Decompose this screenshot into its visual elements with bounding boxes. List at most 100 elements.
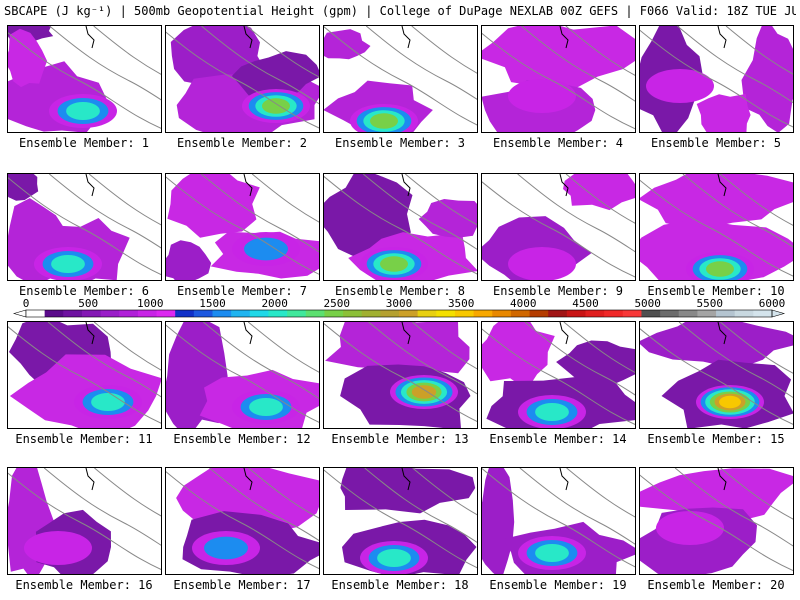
cape-core <box>706 261 734 277</box>
colorbar-border <box>25 309 773 318</box>
height-contour <box>209 468 319 542</box>
height-contour <box>640 29 793 128</box>
cape-field <box>640 468 793 574</box>
cape-core <box>535 544 569 562</box>
coastline <box>717 322 727 345</box>
colorbar-min-arrow <box>12 309 27 318</box>
colorbar-tick-label: 0 <box>22 297 30 310</box>
colorbar-segment <box>100 310 120 317</box>
colorbar-segment <box>566 310 586 317</box>
cape-field <box>482 26 635 132</box>
cape-area <box>482 468 515 574</box>
height-contour <box>566 468 635 518</box>
height-contour <box>720 468 793 520</box>
colorbar-segment <box>753 310 773 317</box>
cape-core <box>377 549 411 567</box>
colorbar-tick-label: 3000 <box>385 297 413 310</box>
ensemble-member-label: Ensemble Member: 6 <box>18 284 150 298</box>
cape-field <box>166 468 319 574</box>
colorbar-segment <box>175 310 195 317</box>
cape-core <box>51 255 85 273</box>
height-contour <box>521 26 635 102</box>
height-contour <box>482 181 635 278</box>
colorbar-segment <box>529 310 549 317</box>
height-contour <box>565 26 635 76</box>
cape-field <box>482 468 635 574</box>
ensemble-member-map <box>165 25 320 133</box>
height-contour <box>682 174 793 248</box>
height-contour <box>524 322 635 396</box>
height-contour <box>411 322 477 370</box>
coastline <box>243 322 253 345</box>
height-contour <box>482 468 635 568</box>
cape-area <box>340 468 476 514</box>
coastline <box>243 468 253 491</box>
cape-field <box>324 322 477 428</box>
height-contour <box>251 174 319 223</box>
ensemble-member-map <box>639 173 794 281</box>
height-contour <box>720 322 793 374</box>
colorbar-segment <box>193 310 213 317</box>
colorbar-segment <box>44 310 64 317</box>
colorbar-max-arrow <box>771 309 786 318</box>
cape-area <box>640 174 793 231</box>
ensemble-member-map <box>481 25 636 133</box>
colorbar-segment <box>548 310 568 317</box>
cape-field <box>324 26 477 132</box>
colorbar-segment <box>660 310 680 317</box>
cape-core <box>508 79 576 113</box>
colorbar-segment <box>716 310 736 317</box>
height-contour <box>565 174 635 224</box>
height-contour <box>719 174 793 226</box>
ensemble-member-label: Ensemble Member: 12 <box>173 432 311 446</box>
colorbar-tick-label: 500 <box>78 297 99 310</box>
colorbar-segment <box>81 310 102 317</box>
ensemble-member-map <box>7 173 162 281</box>
cape-core <box>91 393 125 411</box>
cape-core <box>370 113 398 129</box>
height-contour <box>324 469 477 569</box>
cape-area <box>563 174 635 211</box>
ensemble-member-label: Ensemble Member: 19 <box>489 578 627 592</box>
ensemble-member-map <box>639 25 794 133</box>
coastline <box>85 174 95 197</box>
cape-area <box>166 240 212 280</box>
coastline <box>401 322 411 345</box>
ensemble-member-map <box>323 173 478 281</box>
colorbar-tick-label: 5000 <box>634 297 661 310</box>
cape-core <box>719 395 741 409</box>
colorbar-segment <box>268 310 288 317</box>
colorbar-tick-label: 2500 <box>323 297 351 310</box>
height-contour <box>8 326 161 424</box>
colorbar-segment <box>454 310 475 317</box>
height-contour <box>324 175 477 275</box>
colorbar-segment <box>305 310 325 317</box>
height-contour <box>202 322 319 400</box>
height-contour <box>640 179 793 277</box>
cape-area <box>640 218 793 280</box>
ensemble-member-label: Ensemble Member: 9 <box>492 284 624 298</box>
cape-field <box>8 468 161 574</box>
height-contour <box>365 26 477 100</box>
height-contour <box>246 26 319 78</box>
ensemble-member-label: Ensemble Member: 1 <box>18 136 150 150</box>
height-contour <box>43 468 161 546</box>
cape-core <box>380 256 408 272</box>
colorbar-tick-label: 5500 <box>696 297 724 310</box>
colorbar-segment <box>734 310 754 317</box>
coastline <box>243 26 253 49</box>
colorbar-segment <box>212 310 232 317</box>
height-contour <box>517 174 635 253</box>
map-title: SBCAPE (J kg⁻¹) | 500mb Geopotential Hei… <box>4 4 796 18</box>
colorbar-segment <box>492 310 512 317</box>
cape-area <box>8 174 39 201</box>
height-contour <box>725 26 793 75</box>
cape-area <box>324 29 371 60</box>
colorbar-segment <box>119 310 139 317</box>
height-contour <box>640 328 793 425</box>
height-contour <box>404 174 477 226</box>
colorbar-segment <box>510 310 531 317</box>
colorbar-segment <box>380 310 400 317</box>
height-contour <box>364 468 477 543</box>
height-contour <box>47 322 161 398</box>
